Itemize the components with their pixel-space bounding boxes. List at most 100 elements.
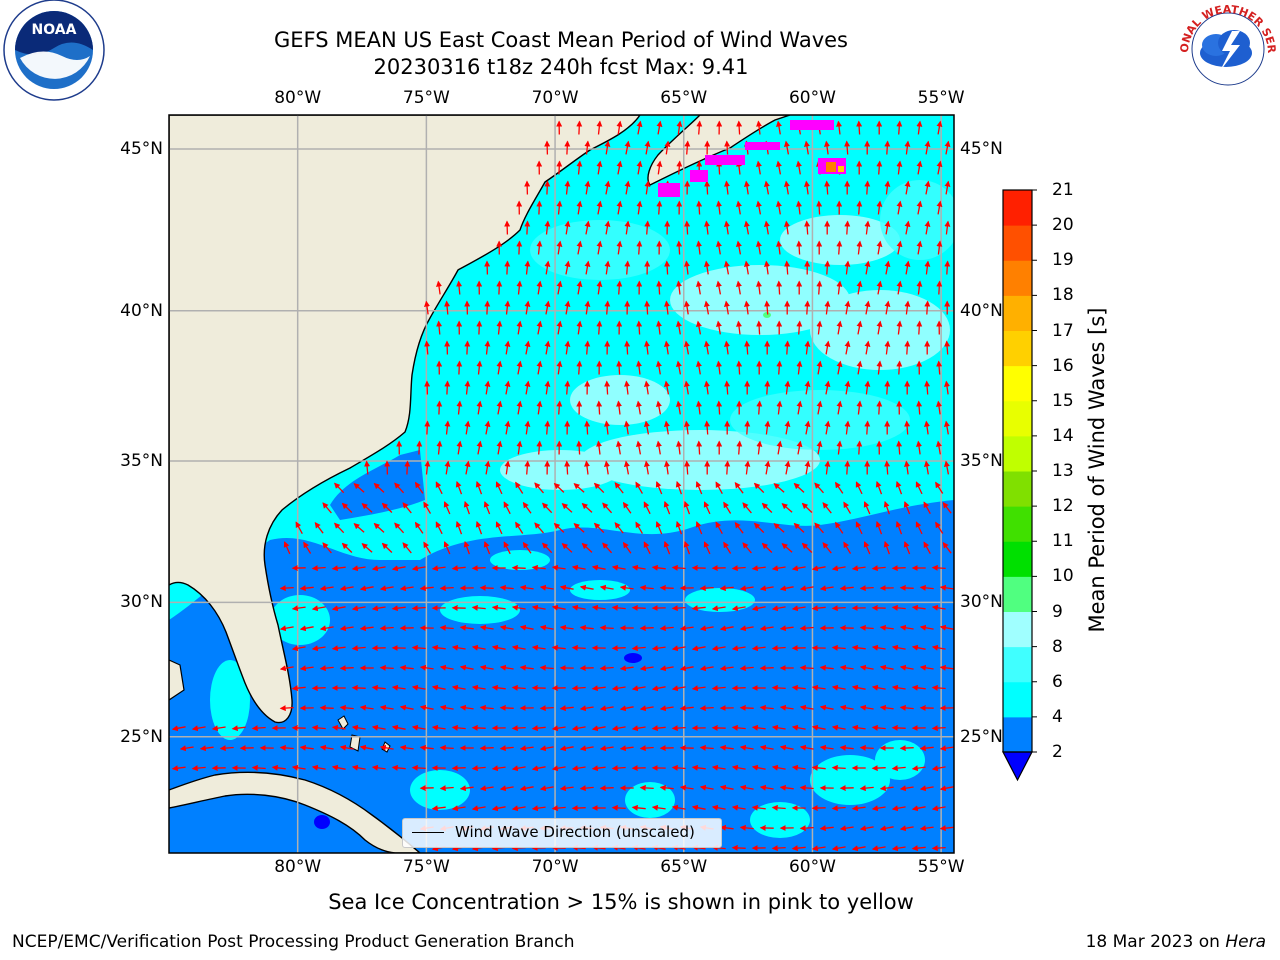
wind-wave-arrow: [551, 725, 566, 732]
wind-wave-arrow: [571, 765, 586, 772]
wind-wave-arrow: [839, 825, 854, 832]
wind-wave-arrow: [576, 280, 583, 295]
wind-wave-arrow: [455, 520, 463, 535]
wind-wave-arrow: [911, 684, 926, 691]
wind-wave-arrow: [639, 665, 654, 672]
wind-wave-arrow: [804, 460, 811, 475]
wind-wave-arrow: [859, 624, 874, 631]
wind-wave-arrow: [924, 180, 931, 195]
wind-wave-arrow: [516, 440, 523, 455]
period-cyan-patch: [875, 740, 925, 780]
wind-wave-arrow: [704, 260, 710, 275]
wind-wave-arrow: [331, 645, 346, 652]
wind-wave-arrow: [675, 520, 683, 535]
wind-wave-arrow: [776, 440, 783, 455]
wind-wave-arrow: [639, 705, 654, 712]
colorbar-tick-label: 9: [1052, 601, 1063, 622]
wind-wave-arrow: [739, 585, 754, 592]
footer-credit: NCEP/EMC/Verification Post Processing Pr…: [12, 932, 575, 952]
wind-wave-arrow: [819, 704, 834, 711]
wind-wave-arrow: [723, 300, 730, 315]
wind-wave-arrow: [464, 420, 471, 435]
wind-wave-arrow: [439, 624, 454, 631]
wind-wave-arrow: [471, 644, 486, 651]
wind-wave-arrow: [796, 400, 803, 415]
wind-wave-arrow: [599, 665, 614, 672]
wind-wave-arrow: [291, 685, 306, 692]
wind-wave-arrow: [604, 260, 611, 275]
wind-wave-arrow: [799, 784, 814, 791]
wind-wave-arrow: [796, 360, 803, 375]
wind-wave-arrow: [824, 380, 831, 395]
wind-wave-arrow: [364, 460, 371, 475]
wind-wave-arrow: [591, 604, 606, 611]
wind-wave-arrow: [731, 844, 746, 851]
wind-wave-arrow: [511, 564, 526, 571]
wind-wave-arrow: [783, 180, 790, 195]
wind-wave-arrow: [664, 300, 670, 315]
wind-wave-arrow: [824, 260, 831, 275]
wind-wave-arrow: [479, 664, 494, 671]
wind-wave-arrow: [919, 785, 934, 792]
wind-wave-arrow: [639, 584, 654, 591]
wind-wave-arrow: [379, 704, 394, 711]
wind-wave-arrow: [891, 724, 906, 731]
wind-wave-arrow: [704, 220, 710, 235]
wind-wave-arrow: [735, 200, 742, 215]
wind-wave-arrow: [444, 420, 451, 435]
wind-wave-arrow: [651, 725, 666, 732]
wind-wave-arrow: [824, 460, 831, 475]
wind-wave-arrow: [936, 120, 943, 135]
wind-wave-arrow: [896, 200, 903, 215]
wind-wave-arrow: [456, 400, 463, 415]
wind-wave-arrow: [819, 664, 834, 671]
wind-wave-arrow: [736, 360, 743, 375]
wind-wave-arrow: [675, 320, 682, 335]
wind-wave-arrow: [339, 625, 354, 632]
x-tick-label: 65°W: [660, 88, 708, 108]
wind-wave-arrow: [511, 684, 526, 691]
x-tick-label: 70°W: [531, 857, 579, 877]
wind-wave-arrow: [319, 585, 334, 592]
wind-wave-arrow: [696, 440, 703, 455]
wind-wave-arrow: [504, 300, 511, 315]
wind-wave-arrow: [771, 565, 786, 572]
wind-wave-arrow: [856, 400, 863, 415]
x-tick-label: 65°W: [660, 857, 708, 877]
wind-wave-arrow: [636, 240, 643, 255]
wind-wave-arrow: [564, 180, 571, 195]
wind-wave-arrow: [419, 744, 434, 751]
wind-wave-arrow: [899, 584, 914, 591]
wind-wave-arrow: [731, 764, 746, 771]
wind-wave-arrow: [484, 340, 491, 355]
wind-wave-arrow: [864, 220, 871, 235]
wind-wave-arrow: [291, 645, 306, 652]
wind-wave-arrow: [844, 260, 851, 275]
footer-date-text: 18 Mar 2023 on: [1085, 932, 1220, 952]
wind-wave-arrow: [879, 624, 894, 631]
wind-wave-arrow: [536, 360, 543, 375]
wind-wave-arrow: [811, 684, 826, 691]
wind-wave-arrow: [899, 745, 914, 752]
wind-wave-arrow: [779, 704, 794, 711]
wind-wave-arrow: [631, 645, 646, 652]
wind-wave-arrow: [703, 541, 711, 555]
wind-wave-arrow: [684, 260, 690, 275]
wind-wave-arrow: [779, 744, 794, 751]
wind-wave-arrow: [219, 745, 234, 752]
wind-wave-arrow: [771, 764, 786, 771]
colorbar-tick-label: 21: [1052, 180, 1074, 200]
wind-wave-arrow: [939, 584, 954, 591]
wind-wave-arrow: [559, 745, 574, 752]
wind-wave-arrow: [444, 460, 451, 475]
colorbar-tick-label: 19: [1052, 250, 1074, 271]
wind-wave-arrow: [751, 764, 766, 771]
wind-wave-arrow: [471, 604, 486, 611]
wind-wave-arrow: [761, 542, 773, 553]
wind-wave-arrow: [542, 542, 553, 554]
wind-wave-arrow: [856, 240, 863, 255]
wind-wave-arrow: [459, 664, 474, 671]
wind-wave-arrow: [479, 745, 494, 752]
wind-wave-arrow: [619, 584, 634, 591]
wind-wave-arrow: [783, 140, 790, 155]
